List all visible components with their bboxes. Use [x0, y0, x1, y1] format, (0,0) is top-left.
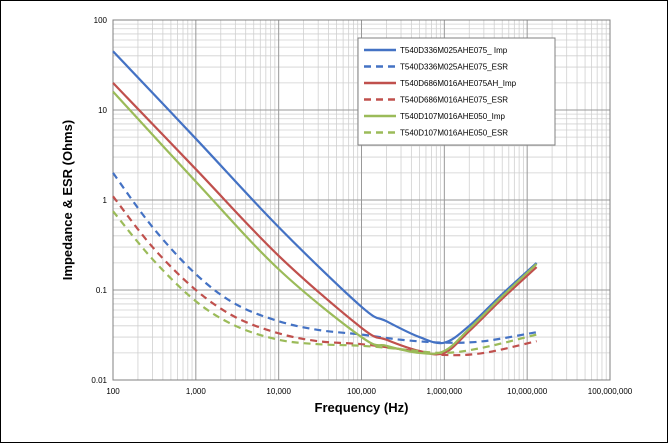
plot-area-border [112, 19, 611, 381]
legend-label: T540D107M016AHE050_Imp [400, 112, 506, 121]
series-line [112, 50, 538, 345]
legend-label: T540D686M016AHE075_ESR [400, 96, 508, 105]
y-axis-label: Impedance & ESR (Ohms) [60, 120, 75, 280]
y-tick-labels: 0.01 0.1 1 10 100 [91, 16, 107, 385]
legend-label: T540D107M016AHE050_ESR [400, 129, 508, 138]
legend-label: T540D686M016AHE075AH_Imp [400, 79, 517, 88]
x-tick-label: 100,000,000 [588, 387, 633, 396]
x-axis-label: Frequency (Hz) [315, 400, 409, 415]
series-line [112, 195, 537, 357]
x-tick-label: 1,000,000 [427, 387, 463, 396]
series-line [112, 90, 538, 355]
series-lines [112, 50, 538, 357]
series-line [112, 210, 537, 355]
y-tick-label: 1 [103, 196, 108, 205]
series-line [112, 82, 538, 356]
x-tick-label: 100 [106, 387, 120, 396]
legend: T540D336M025AHE075_ Imp T540D336M025AHE07… [357, 37, 556, 146]
y-tick-label: 0.1 [96, 286, 108, 295]
legend-box [357, 37, 556, 146]
legend-label: T540D336M025AHE075_ESR [400, 63, 508, 72]
series-line [112, 172, 537, 344]
x-tick-label: 10,000,000 [507, 387, 548, 396]
x-tick-label: 10,000 [266, 387, 291, 396]
x-tick-label: 1,000 [186, 387, 207, 396]
x-tick-label: 100,000 [347, 387, 376, 396]
y-tick-label: 100 [94, 16, 108, 25]
y-tick-label: 10 [98, 106, 107, 115]
x-tick-labels: 100 1,000 10,000 100,000 1,000,000 10,000,000… [106, 387, 632, 396]
legend-label: T540D336M025AHE075_ Imp [400, 46, 508, 55]
y-tick-label: 0.01 [91, 376, 107, 385]
